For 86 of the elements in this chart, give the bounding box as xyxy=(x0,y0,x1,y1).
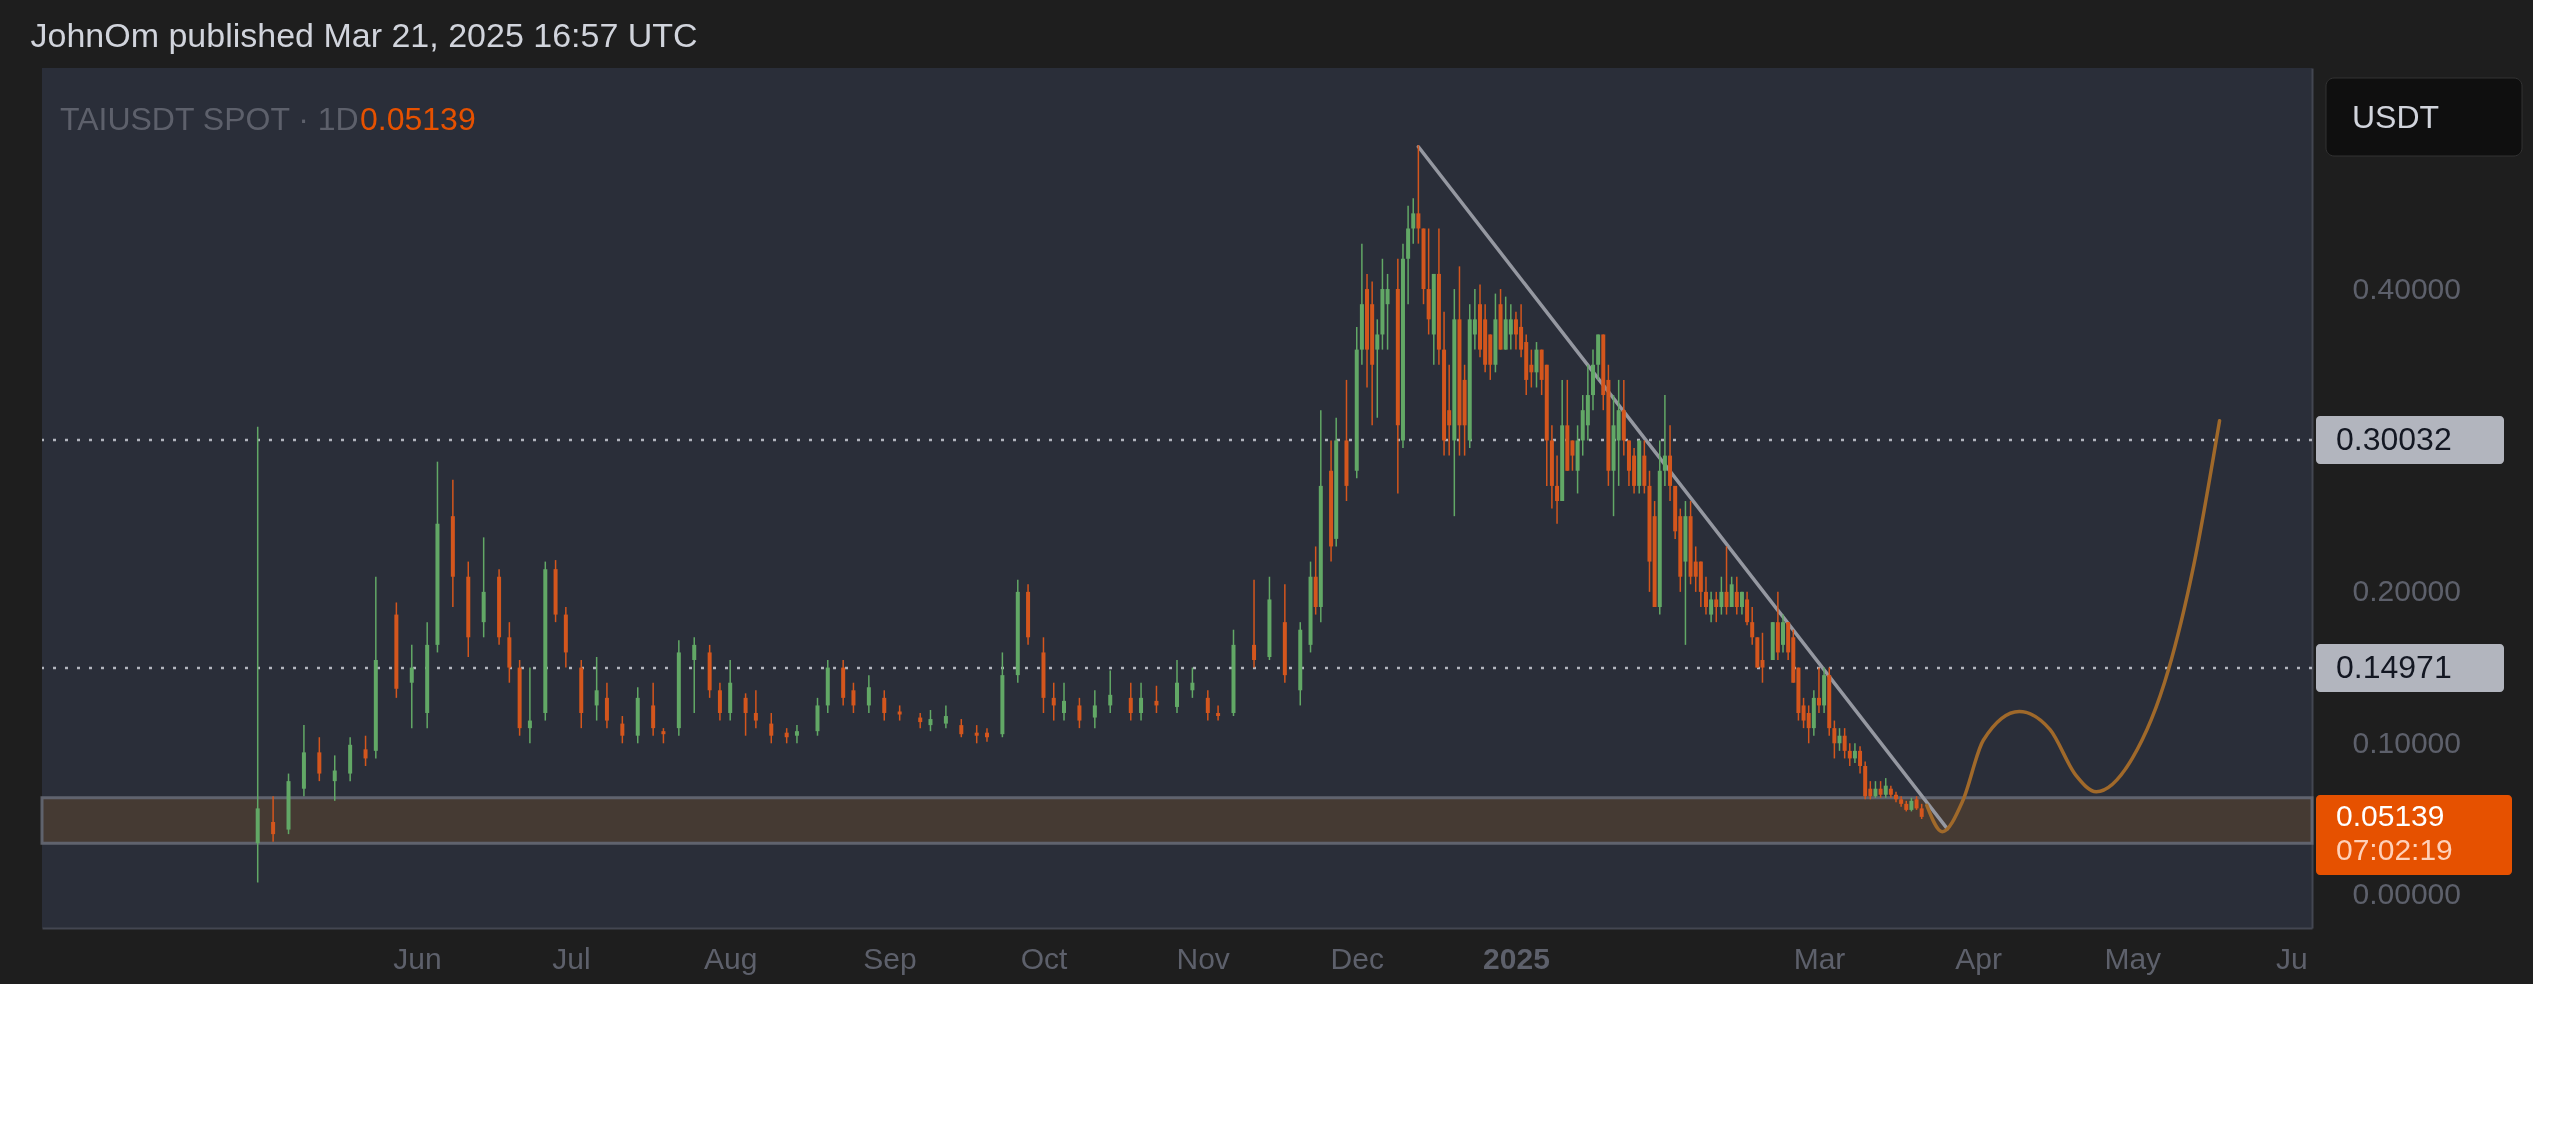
candlestick xyxy=(527,666,532,745)
candlestick xyxy=(1534,341,1539,389)
candlestick xyxy=(1092,689,1097,729)
x-tick-label: Sep xyxy=(863,941,917,975)
candlestick xyxy=(743,692,748,737)
x-tick-label: Aug xyxy=(703,941,758,975)
candlestick xyxy=(1719,575,1724,616)
candlestick xyxy=(1416,144,1421,245)
candlestick xyxy=(271,795,276,843)
candlestick xyxy=(604,681,609,729)
chart-title: JohnOm published Mar 21, 2025 16:57 UTC xyxy=(30,16,698,54)
candlestick xyxy=(1709,591,1714,623)
candlestick xyxy=(1734,575,1739,616)
x-tick-label: Ju xyxy=(2276,941,2308,975)
candlestick xyxy=(409,644,414,729)
candlestick xyxy=(1139,681,1144,722)
candlestick xyxy=(1508,303,1513,351)
candlestick xyxy=(620,715,625,745)
candlestick xyxy=(959,718,964,738)
candlestick xyxy=(974,724,979,745)
candlestick xyxy=(363,734,368,767)
y-tick-label: 0.10000 xyxy=(2352,725,2461,759)
candlestick xyxy=(1662,394,1667,487)
candlestick xyxy=(1729,575,1734,608)
ref-line-label: 0.14971 xyxy=(2336,649,2452,686)
text: 07:02:19 xyxy=(2336,832,2453,866)
candlestick xyxy=(1842,727,1847,760)
candlestick xyxy=(1051,681,1056,722)
candlestick xyxy=(1806,704,1811,745)
annotation: 0.05139 xyxy=(360,101,476,137)
candlestick xyxy=(928,709,933,732)
y-axis-title: USDT xyxy=(2352,99,2440,135)
x-tick-label: Oct xyxy=(1020,941,1068,975)
x-tick-label: Dec xyxy=(1330,941,1384,975)
candlestick xyxy=(1837,727,1842,752)
x-tick-label: Jul xyxy=(552,941,591,975)
candlestick xyxy=(1883,777,1888,799)
candlestick xyxy=(1714,591,1719,623)
candlestick xyxy=(1816,666,1821,714)
candlestick xyxy=(1108,669,1113,714)
candlestick xyxy=(1205,689,1210,722)
candlestick xyxy=(1077,697,1082,729)
candlestick xyxy=(1832,719,1837,760)
candlestick xyxy=(651,681,656,737)
y-tick-label: 0.20000 xyxy=(2352,574,2461,608)
x-tick-label: Jun xyxy=(393,941,442,975)
y-tick-label: 0.40000 xyxy=(2352,271,2461,305)
candlestick xyxy=(255,426,260,884)
y-tick-label: 0.00000 xyxy=(2352,877,2461,911)
candlestick xyxy=(1852,742,1857,764)
candlestick xyxy=(1252,579,1257,669)
candlestick xyxy=(1128,681,1133,722)
x-tick-label: Nov xyxy=(1176,941,1230,975)
candlestick xyxy=(1190,666,1195,699)
candlestick xyxy=(1385,273,1390,351)
candlestick xyxy=(1216,704,1221,722)
candlestick xyxy=(1781,613,1786,654)
candlestick xyxy=(882,689,887,722)
candlestick xyxy=(769,712,774,745)
candlestick xyxy=(1703,575,1708,616)
x-tick-label: 2025 xyxy=(1483,941,1550,975)
candlestick xyxy=(794,724,799,745)
candlestick xyxy=(1745,591,1750,626)
x-tick-label: May xyxy=(2104,941,2162,975)
x-tick-label: Apr xyxy=(1955,941,2003,975)
candlestick xyxy=(1555,454,1560,525)
x-tick-label: Mar xyxy=(1793,941,1846,975)
candlestick xyxy=(1858,745,1863,775)
candlestick xyxy=(1411,197,1416,245)
candlestick xyxy=(943,704,948,729)
candlestick xyxy=(1847,742,1852,767)
candlestick xyxy=(1062,681,1067,722)
ref-line-label: 0.30032 xyxy=(2336,420,2452,457)
candlestick xyxy=(332,754,337,802)
line-series xyxy=(1925,419,2222,834)
candlestick xyxy=(866,674,871,714)
candlestick xyxy=(317,736,322,782)
candlestick xyxy=(851,681,856,714)
candlestick xyxy=(1750,606,1755,646)
candlestick xyxy=(1724,545,1729,616)
candlestick xyxy=(594,656,599,722)
candlestick xyxy=(1375,318,1380,419)
candlestick xyxy=(753,689,758,729)
candlestick xyxy=(717,681,722,722)
text: 0.05139 xyxy=(2336,798,2445,832)
candlestick xyxy=(692,636,697,714)
